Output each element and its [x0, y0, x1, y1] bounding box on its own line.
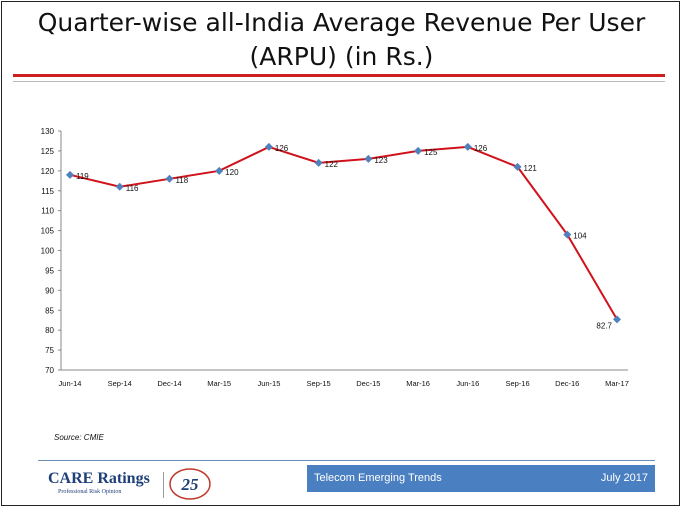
x-tick-label: Sep-15 [307, 379, 331, 388]
title-divider-grey [13, 81, 665, 82]
anniversary-badge-icon: 25 [169, 468, 211, 500]
data-point [314, 158, 323, 167]
x-tick-label: Sep-14 [108, 379, 132, 388]
y-tick-label: 110 [41, 207, 54, 216]
data-label: 121 [524, 164, 538, 173]
x-tick-label: Dec-16 [555, 379, 579, 388]
footer-date: July 2017 [600, 472, 648, 484]
footer-divider [38, 460, 655, 461]
page-title: Quarter-wise all-India Average Revenue P… [0, 6, 683, 74]
data-label: 104 [573, 232, 587, 241]
data-label: 119 [76, 172, 89, 181]
data-point [66, 170, 74, 179]
x-tick-label: Dec-14 [157, 379, 181, 388]
footer-band: Telecom Emerging Trends July 2017 [307, 465, 655, 492]
source-note: Source: CMIE [54, 433, 104, 442]
x-tick-label: Dec-15 [356, 379, 380, 388]
y-tick-label: 70 [45, 366, 54, 375]
x-tick-label: Mar-17 [605, 379, 629, 388]
x-tick-label: Jun-15 [257, 379, 280, 388]
y-tick-label: 85 [45, 306, 54, 315]
x-tick-label: Sep-16 [505, 379, 529, 388]
y-tick-label: 125 [41, 147, 55, 156]
data-point [463, 142, 472, 151]
logo-tagline: Professional Risk Opinion [58, 489, 122, 495]
data-point [513, 162, 522, 171]
anniversary-number: 25 [181, 475, 200, 494]
y-tick-label: 95 [45, 266, 54, 275]
data-label: 123 [374, 156, 388, 165]
data-point [215, 166, 224, 175]
data-label: 126 [474, 144, 488, 153]
x-tick-label: Mar-16 [406, 379, 430, 388]
y-tick-label: 90 [45, 286, 54, 295]
y-tick-label: 105 [41, 227, 55, 236]
title-line-1: Quarter-wise all-India Average Revenue P… [37, 8, 646, 37]
title-line-2: (ARPU) (in Rs.) [249, 42, 434, 71]
y-tick-label: 130 [41, 127, 55, 136]
x-tick-label: Mar-15 [207, 379, 231, 388]
data-label: 125 [424, 148, 438, 157]
data-point [563, 230, 572, 239]
data-point [414, 146, 423, 155]
care-ratings-logo: CARE Ratings Professional Risk Opinion [38, 470, 158, 500]
data-point [115, 182, 124, 191]
footer-title: Telecom Emerging Trends [314, 472, 442, 484]
data-point [613, 315, 621, 324]
data-point [165, 174, 174, 183]
data-label: 126 [275, 144, 289, 153]
y-tick-label: 80 [45, 326, 54, 335]
data-label: 118 [175, 176, 188, 185]
y-tick-label: 75 [45, 346, 54, 355]
y-tick-label: 100 [41, 247, 55, 256]
logo-text: CARE Ratings [48, 470, 150, 487]
data-point [364, 154, 373, 163]
series-line [69, 145, 618, 320]
data-label: 120 [225, 168, 239, 177]
data-point [264, 142, 273, 151]
data-label: 82.7 [596, 321, 612, 330]
y-tick-label: 120 [41, 167, 55, 176]
data-label: 122 [325, 160, 339, 169]
x-tick-label: Jun-14 [59, 379, 82, 388]
title-divider-red [13, 74, 665, 77]
y-tick-label: 115 [41, 187, 54, 196]
data-label: 116 [126, 184, 139, 193]
x-tick-label: Jun-16 [456, 379, 479, 388]
logo-separator [163, 472, 164, 498]
